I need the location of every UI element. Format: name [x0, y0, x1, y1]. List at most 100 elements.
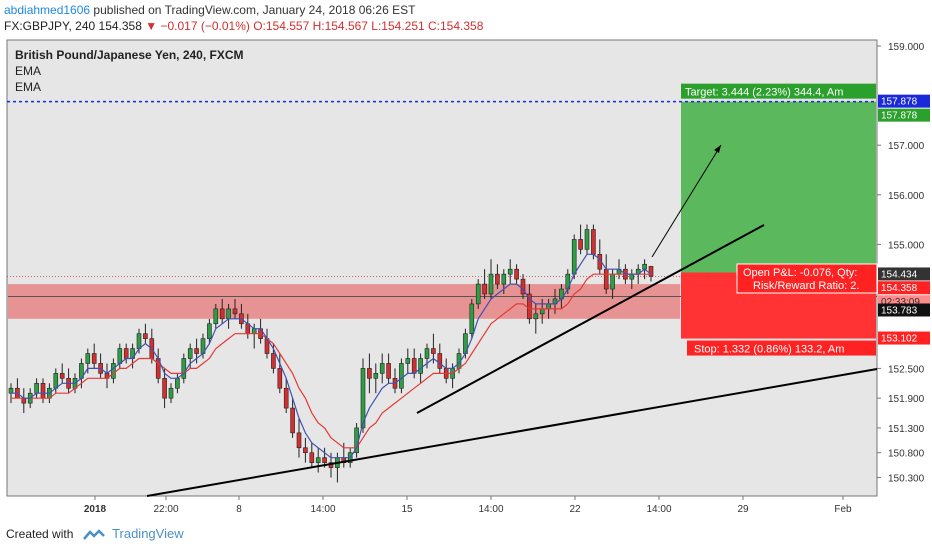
- candle-body: [584, 229, 590, 250]
- x-tick-label: 2018: [84, 504, 107, 515]
- candle-body: [251, 328, 257, 334]
- candle-body: [648, 266, 654, 277]
- projection-arrow-head: [714, 145, 721, 153]
- y-tick-label: 157.000: [888, 141, 925, 152]
- stop-label: Stop: 1.332 (0.86%) 133.2, Am: [694, 344, 844, 356]
- projection-arrow-shaft: [651, 144, 722, 258]
- candle-body: [603, 268, 609, 290]
- candle-body: [629, 273, 635, 280]
- candle-body: [411, 358, 417, 374]
- candle-body: [386, 363, 391, 379]
- candle-body: [187, 348, 193, 359]
- candle-body: [418, 358, 423, 374]
- price-tag-target-line: 157.878: [881, 97, 918, 108]
- candle-body: [175, 378, 180, 389]
- candle-body: [34, 382, 39, 394]
- ohlc-values: O:154.557 H:154.567 L:154.251 C:154.358: [253, 19, 484, 33]
- supply-demand-zone: [8, 284, 680, 319]
- candle-body: [213, 308, 219, 325]
- tradingview-brand[interactable]: TradingView: [112, 526, 184, 541]
- x-tick-label: 14:00: [310, 504, 335, 515]
- candle-body: [21, 397, 27, 404]
- candle-body: [315, 457, 321, 463]
- candle-body: [207, 323, 212, 339]
- rr-label: Risk/Reward Ratio: 2.: [753, 280, 859, 292]
- candle-body: [367, 368, 372, 379]
- legend-ema-2: EMA: [15, 80, 42, 94]
- stop-label-bg: [687, 340, 876, 356]
- candle-body: [431, 348, 436, 354]
- price-tag-target-bg: [878, 108, 930, 122]
- x-tick-label: 8: [236, 504, 242, 515]
- x-tick-label: 22: [569, 504, 581, 515]
- legend-ema-1: EMA: [15, 64, 42, 78]
- last-price: 154.358: [98, 19, 142, 33]
- candle-body: [475, 283, 481, 305]
- candle-body: [303, 447, 308, 454]
- candle-body: [495, 273, 500, 285]
- y-tick-label: 150.300: [888, 474, 925, 485]
- price-tag-last: 154.358: [881, 283, 918, 294]
- candle-body: [533, 313, 539, 320]
- price-tag-entry: 154.434: [881, 269, 918, 280]
- candle-body: [219, 308, 225, 320]
- candle-body: [111, 363, 116, 379]
- long-trendline: [146, 368, 878, 497]
- candle-body: [539, 308, 545, 315]
- x-tick-label: 14:00: [478, 504, 503, 515]
- candle-body: [232, 308, 238, 315]
- candle-body: [546, 303, 551, 310]
- candle-body: [424, 348, 430, 359]
- candle-body: [91, 353, 97, 364]
- candle-body: [379, 363, 385, 374]
- pnl-label: Open P&L: -0.076, Qty:: [743, 267, 857, 279]
- target-box: [681, 101, 876, 273]
- candle-body: [59, 373, 65, 379]
- candle-body: [399, 363, 404, 389]
- y-tick-label: 156.000: [888, 191, 925, 202]
- y-tick-label: 150.800: [888, 449, 925, 460]
- publish-info: abdiahmed1606 published on TradingView.c…: [4, 3, 415, 17]
- price-change: ▼ −0.017 (−0.01%): [145, 19, 250, 33]
- price-chart[interactable]: Target: 3.444 (2.23%) 344.4, Am Stop: 1.3…: [0, 36, 932, 522]
- y-tick-label: 159.000: [888, 42, 925, 53]
- tradingview-logo-icon: [82, 529, 105, 540]
- candle-body: [136, 333, 142, 349]
- candle-body: [194, 348, 199, 354]
- y-tick-label: 155.000: [888, 240, 925, 251]
- candle-body: [360, 368, 366, 429]
- candle-body: [469, 303, 475, 334]
- author-link[interactable]: abdiahmed1606: [4, 3, 91, 17]
- candle-body: [8, 387, 14, 394]
- candle-body: [143, 333, 148, 339]
- candle-body: [520, 278, 526, 295]
- ema-slow-line: [11, 273, 651, 449]
- target-label-bg: [681, 83, 876, 99]
- x-tick-label: 15: [401, 504, 413, 515]
- candle-body: [277, 368, 283, 389]
- price-tag-last-bg: [878, 281, 930, 295]
- candle-body: [226, 308, 231, 320]
- price-tag-stop-bg: [878, 331, 930, 345]
- candle-body: [85, 353, 91, 364]
- price-tag-entry-bg: [878, 267, 930, 281]
- published-text: published on TradingView.com, January 24…: [93, 3, 416, 17]
- candle-body: [610, 273, 615, 290]
- candle-body: [322, 457, 327, 463]
- price-tag-zone-bg: [878, 303, 930, 317]
- price-tag-stop: 153.102: [881, 334, 918, 345]
- y-tick-label: 152.500: [888, 364, 925, 375]
- candle-body: [514, 268, 519, 280]
- symbol-line: FX:GBPJPY, 240: [4, 19, 96, 33]
- candle-body: [309, 452, 315, 463]
- candle-body: [488, 273, 494, 295]
- pnl-label-bg: [736, 263, 878, 294]
- candle-body: [290, 407, 295, 434]
- candle-body: [296, 432, 302, 449]
- candle-body: [501, 273, 507, 285]
- candle-body: [168, 387, 174, 399]
- candle-body: [571, 239, 577, 275]
- price-tag-countdown: 02:33:09: [881, 297, 920, 308]
- candle-body: [578, 239, 583, 250]
- candle-body: [283, 387, 289, 409]
